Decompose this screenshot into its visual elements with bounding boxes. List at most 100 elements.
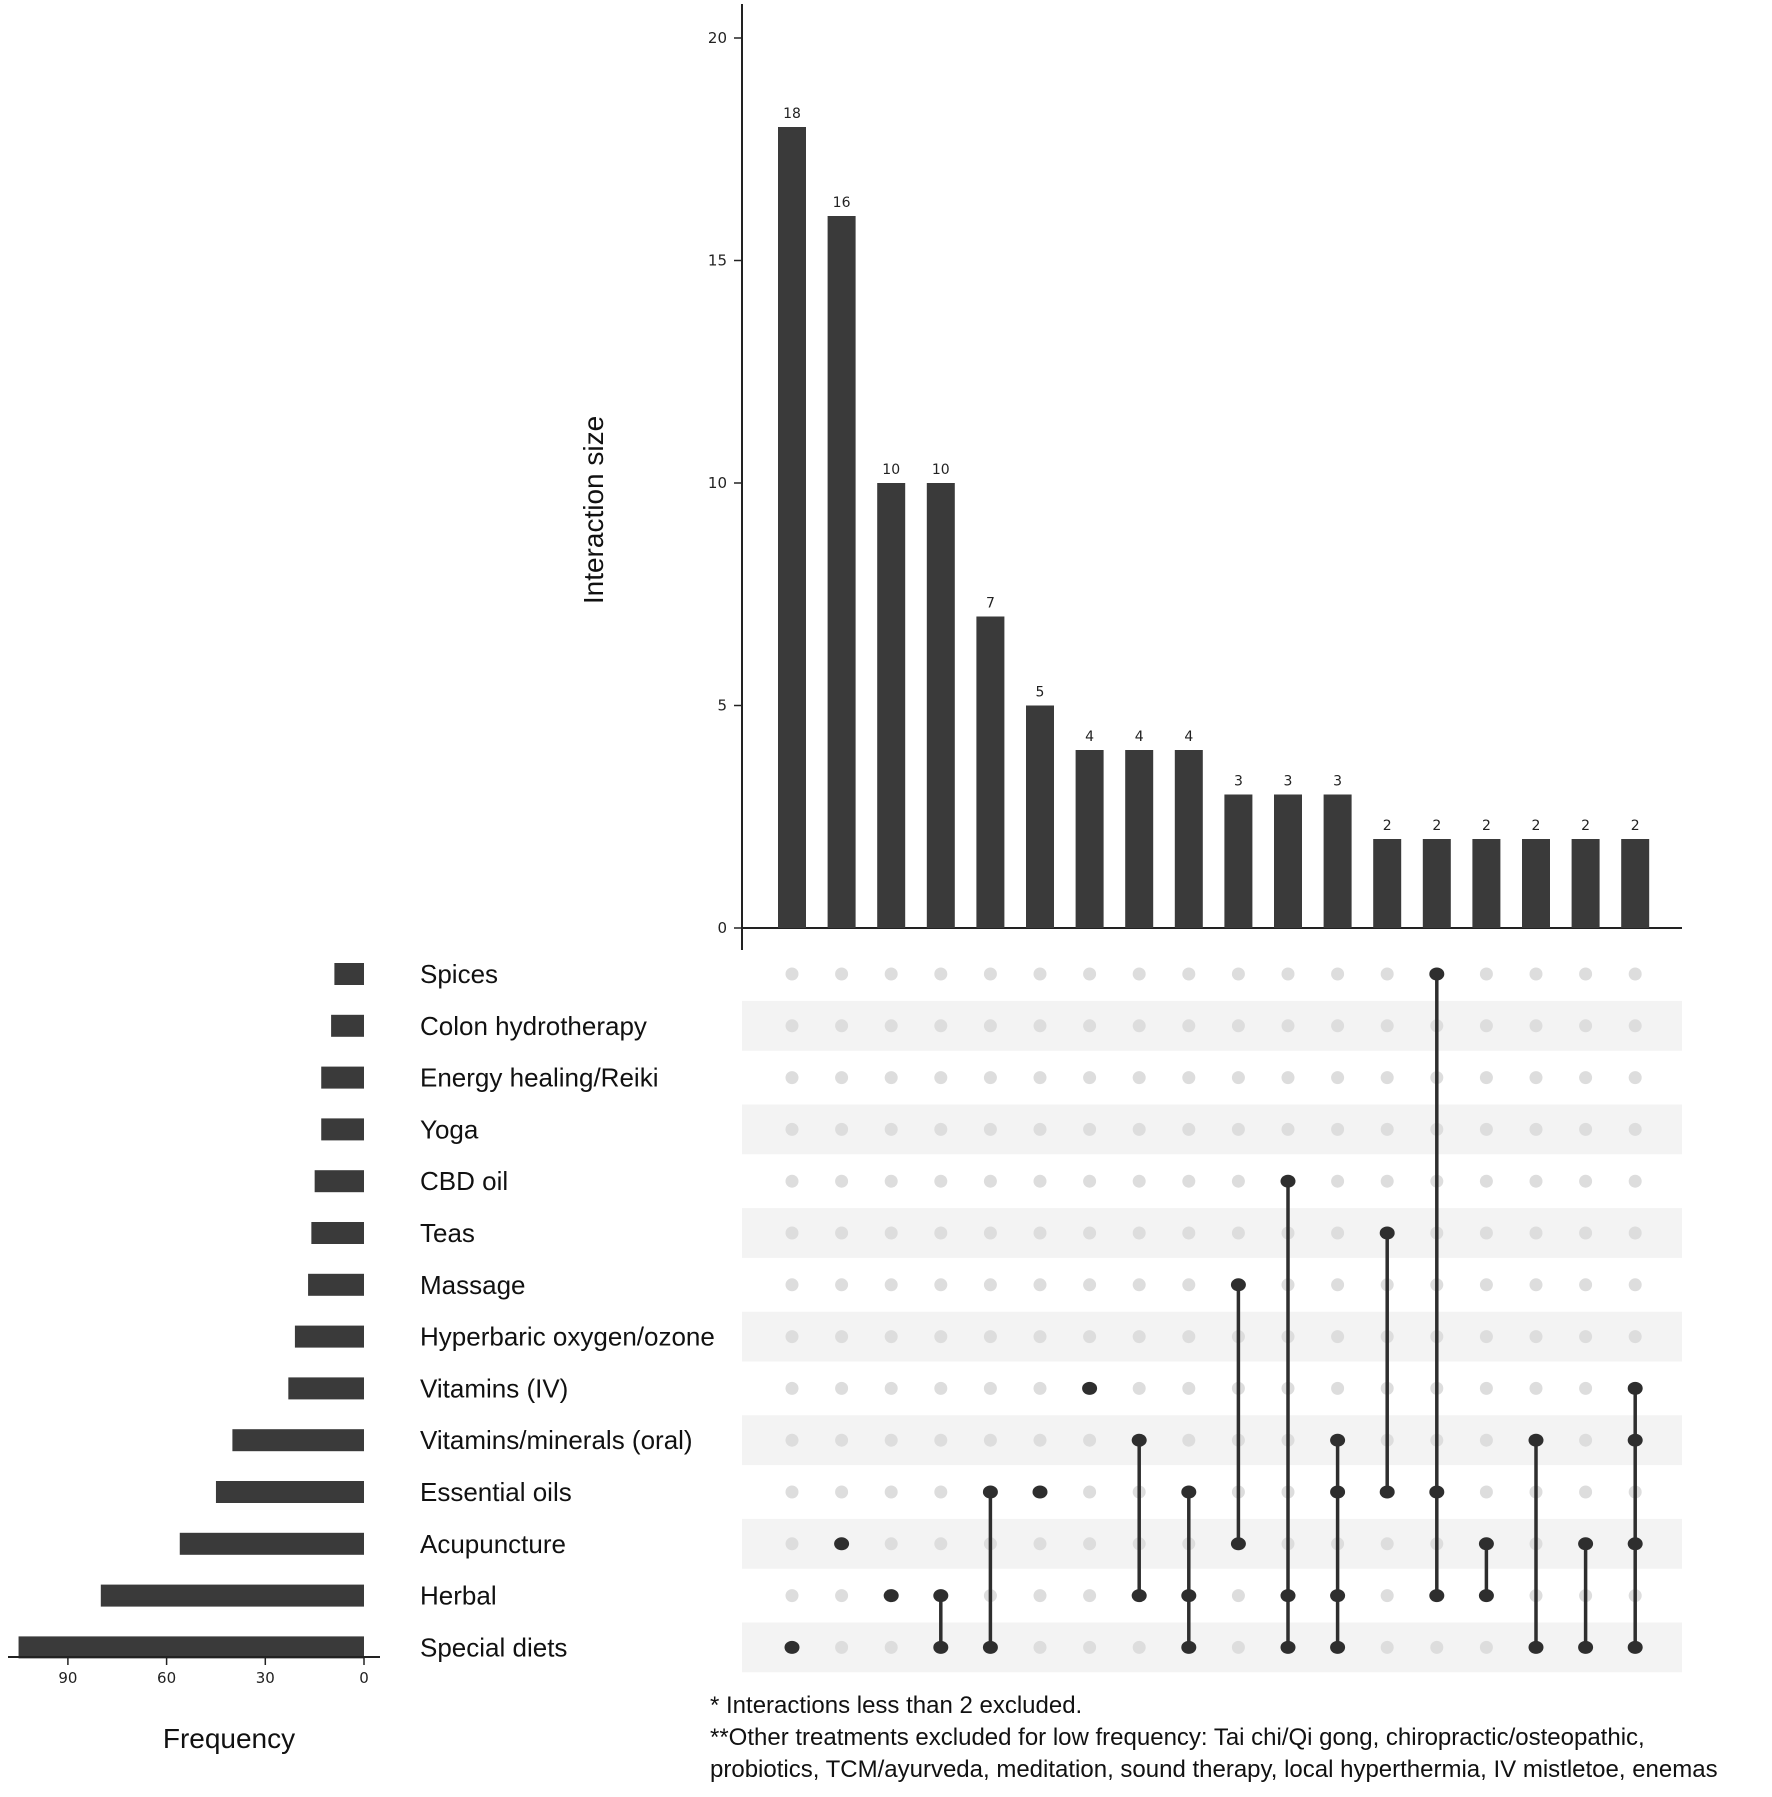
matrix-dot-filled — [1627, 1640, 1643, 1654]
intersection-bar — [778, 127, 806, 928]
intersection-bar-label: 2 — [1532, 818, 1541, 834]
matrix-dot-empty — [1479, 1122, 1493, 1136]
matrix-dot-empty — [934, 1122, 948, 1136]
matrix-dot-empty — [1628, 1278, 1642, 1292]
intersection-bars: 18 16 10 10 7 5 4 4 4 3 3 3 2 2 2 2 2 2 — [778, 106, 1650, 928]
matrix-dot-empty — [1579, 1122, 1593, 1136]
matrix-dot-empty — [1479, 1226, 1493, 1240]
matrix-dot-empty — [1628, 1226, 1642, 1240]
y-tick-label: 10 — [708, 474, 727, 492]
matrix-dot-empty — [785, 1381, 799, 1395]
intersection-bar-label: 3 — [1333, 774, 1342, 790]
matrix-dot-filled — [933, 1589, 949, 1603]
frequency-bar — [18, 1636, 365, 1659]
matrix-dot-empty — [1083, 1537, 1097, 1551]
matrix-dot-empty — [1083, 1330, 1097, 1344]
matrix-dot-empty — [983, 1071, 997, 1085]
matrix-dot-filled — [1280, 1174, 1296, 1188]
matrix-dot-empty — [1132, 967, 1146, 981]
frequency-tick-label: 60 — [157, 1669, 176, 1687]
matrix-dot-empty — [835, 1381, 849, 1395]
matrix-dot-empty — [983, 967, 997, 981]
intersection-bar — [1522, 839, 1550, 928]
matrix-dot-empty — [1331, 1381, 1345, 1395]
intersection-bar — [1472, 839, 1501, 928]
intersection-bar — [1274, 794, 1302, 928]
intersection-bar — [827, 216, 856, 928]
frequency-bar — [288, 1377, 364, 1400]
matrix-dot-empty — [1083, 1019, 1097, 1033]
matrix-dot-empty — [884, 1019, 898, 1033]
set-label: Acupuncture — [420, 1529, 566, 1559]
matrix-dot-filled — [883, 1589, 899, 1603]
intersection-bar-label: 2 — [1482, 818, 1491, 834]
matrix-dot-empty — [934, 1226, 948, 1240]
frequency-axis: 90 60 30 0 — [8, 1656, 380, 1687]
matrix-dot-empty — [1479, 1174, 1493, 1188]
intersection-bar — [1571, 839, 1600, 928]
matrix-dot-empty — [1579, 1381, 1593, 1395]
matrix-dot-empty — [1529, 1226, 1543, 1240]
matrix-dot-empty — [1182, 1019, 1196, 1033]
matrix-dot-empty — [1479, 1330, 1493, 1344]
matrix-dot-empty — [1033, 1537, 1047, 1551]
frequency-tick-label: 90 — [58, 1669, 77, 1687]
matrix-dot-empty — [1132, 1174, 1146, 1188]
matrix-dot-empty — [1083, 1278, 1097, 1292]
matrix-dot-empty — [884, 1537, 898, 1551]
matrix-dot-filled — [784, 1640, 800, 1654]
matrix-dot-empty — [835, 1433, 849, 1447]
matrix-dot-empty — [1529, 1278, 1543, 1292]
matrix-dot-empty — [1529, 1122, 1543, 1136]
matrix-dot-empty — [1182, 967, 1196, 981]
set-label: Vitamins/minerals (oral) — [420, 1425, 693, 1455]
intersection-bar-label: 3 — [1234, 774, 1243, 790]
note-excluded-treatments-cont: probiotics, TCM/ayurveda, meditation, so… — [710, 1756, 1718, 1783]
matrix-dot-filled — [1528, 1640, 1544, 1654]
y-tick-label: 0 — [717, 919, 727, 937]
y-tick-label: 20 — [708, 29, 727, 47]
matrix-dot-empty — [1331, 1278, 1345, 1292]
matrix-dot-empty — [1479, 967, 1493, 981]
matrix-dot-filled — [1131, 1589, 1147, 1603]
set-label: Energy healing/Reiki — [420, 1063, 658, 1093]
matrix-dot-empty — [1132, 1640, 1146, 1654]
matrix-dot-filled — [933, 1640, 949, 1654]
matrix-dot-empty — [1628, 1019, 1642, 1033]
matrix-dot-empty — [1479, 1381, 1493, 1395]
matrix-dot-filled — [1230, 1278, 1246, 1292]
matrix-dot-filled — [1280, 1640, 1296, 1654]
matrix-dot-filled — [1627, 1537, 1643, 1551]
intersection-bar-label: 10 — [932, 462, 950, 478]
matrix-dot-empty — [1281, 1122, 1295, 1136]
matrix-dot-empty — [983, 1122, 997, 1136]
matrix-dot-empty — [1380, 1640, 1394, 1654]
frequency-bar — [179, 1532, 364, 1555]
matrix-dot-empty — [983, 1174, 997, 1188]
matrix-dot-empty — [1529, 1330, 1543, 1344]
matrix-stripes — [742, 1000, 1682, 1673]
intersection-bar-label: 2 — [1432, 818, 1441, 834]
matrix-dot-empty — [835, 1278, 849, 1292]
matrix-dot-empty — [884, 1330, 898, 1344]
intersection-bar-label: 2 — [1383, 818, 1392, 834]
matrix-dot-empty — [1628, 1174, 1642, 1188]
matrix-dot-empty — [934, 1071, 948, 1085]
set-label: Colon hydrotherapy — [420, 1011, 647, 1041]
frequency-bar — [321, 1066, 364, 1089]
matrix-dot-empty — [835, 1122, 849, 1136]
matrix-dot-empty — [785, 1071, 799, 1085]
matrix-dot-empty — [884, 1122, 898, 1136]
matrix-dot-empty — [1529, 1019, 1543, 1033]
matrix-dot-empty — [1132, 1019, 1146, 1033]
matrix-dot-empty — [835, 1589, 849, 1603]
matrix-dot-empty — [785, 1278, 799, 1292]
matrix-dot-empty — [1132, 1330, 1146, 1344]
matrix-dot-filled — [1429, 1485, 1445, 1499]
matrix-dot-filled — [1181, 1485, 1197, 1499]
matrix-dot-empty — [1231, 1019, 1245, 1033]
intersection-bar — [1621, 839, 1650, 928]
matrix-dot-empty — [1231, 1122, 1245, 1136]
matrix-dot-filled — [1131, 1433, 1147, 1447]
matrix-dot-empty — [835, 1174, 849, 1188]
